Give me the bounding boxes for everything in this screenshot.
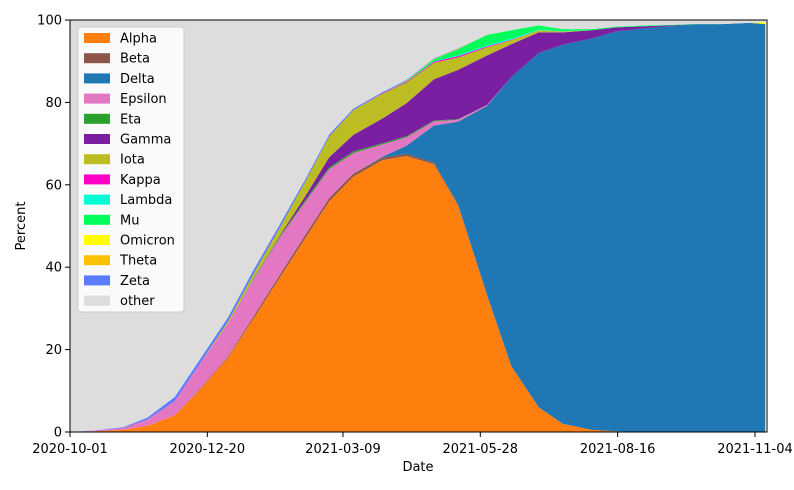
legend-label-gamma: Gamma	[120, 133, 171, 148]
x-tick-label: 2021-08-16	[580, 442, 656, 457]
area-alpha	[70, 156, 766, 432]
area-gamma	[70, 22, 766, 433]
legend-swatch-iota	[84, 154, 110, 165]
legend-box	[77, 26, 185, 313]
legend-label-iota: Iota	[120, 153, 145, 168]
plot-area	[70, 19, 766, 433]
legend-label-alpha: Alpha	[120, 32, 157, 47]
area-other	[70, 19, 766, 432]
y-tick-label: 40	[45, 261, 62, 276]
legend-swatch-other	[84, 295, 110, 306]
x-tick-label: 2021-03-09	[305, 442, 381, 457]
plot-frame	[69, 19, 768, 433]
legend-swatch-epsilon	[84, 93, 110, 104]
legend-label-lambda: Lambda	[120, 193, 172, 208]
legend-label-zeta: Zeta	[120, 274, 150, 289]
legend-swatch-omicron	[84, 235, 110, 245]
x-tick-label: 2021-11-04	[717, 442, 793, 457]
x-axis-label: Date	[402, 460, 433, 475]
y-tick-label: 60	[45, 178, 62, 193]
x-axis: 2020-10-01 2020-12-20 2021-03-09 2021-05-28…	[32, 432, 793, 457]
legend-swatch-beta	[84, 53, 110, 64]
legend-label-kappa: Kappa	[120, 173, 161, 188]
legend-label-eta: Eta	[120, 112, 141, 127]
y-tick-label: 0	[54, 426, 62, 441]
legend-swatch-alpha	[84, 33, 110, 43]
legend-label-other: other	[120, 294, 155, 309]
area-epsilon	[70, 22, 766, 433]
y-tick-label: 20	[45, 343, 62, 358]
legend-swatch-lambda	[84, 194, 110, 205]
legend-swatch-zeta	[84, 275, 110, 286]
y-tick-label: 80	[45, 96, 62, 111]
legend-swatch-kappa	[84, 174, 110, 185]
legend-label-beta: Beta	[120, 52, 150, 67]
legend-swatch-gamma	[84, 134, 110, 144]
x-tick-label: 2020-12-20	[170, 442, 246, 457]
legend-swatch-eta	[84, 113, 110, 124]
legend-label-mu: Mu	[120, 213, 139, 228]
area-delta	[70, 22, 766, 433]
x-tick-label: 2020-10-01	[32, 442, 108, 457]
legend-label-delta: Delta	[120, 72, 155, 87]
y-tick-label: 100	[37, 14, 62, 29]
legend-swatch-mu	[84, 214, 110, 225]
x-tick-label: 2021-05-28	[443, 442, 519, 457]
y-axis-label: Percent	[14, 202, 29, 251]
legend-label-epsilon: Epsilon	[120, 92, 167, 107]
legend-swatch-theta	[84, 255, 110, 266]
legend-label-omicron: Omicron	[120, 234, 175, 249]
legend: Alpha Beta Delta Epsilon Eta Gamma Iota Kappa La…	[77, 26, 185, 313]
y-axis: 0 20 40 60 80 100	[37, 14, 70, 441]
legend-label-theta: Theta	[119, 254, 157, 269]
legend-swatch-delta	[84, 73, 110, 84]
